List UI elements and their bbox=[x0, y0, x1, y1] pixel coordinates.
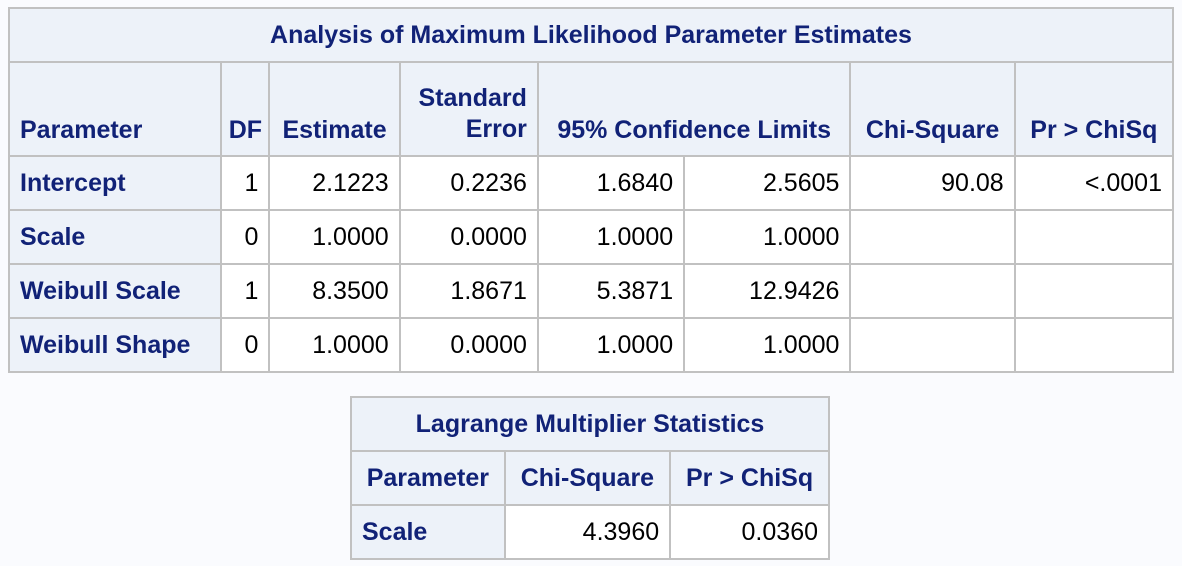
header-confidence-limits: 95% Confidence Limits bbox=[536, 61, 852, 157]
row-parameter-label: Weibull Scale bbox=[7, 263, 223, 319]
cell-estimate: 8.3500 bbox=[268, 263, 401, 319]
lm-cell-chi-square: 4.3960 bbox=[503, 504, 672, 560]
lm-table-title: Lagrange Multiplier Statistics bbox=[350, 396, 830, 452]
cell-df: 1 bbox=[220, 155, 271, 211]
cell-lower-limit: 1.6840 bbox=[536, 155, 686, 211]
table-row: Weibull Scale 1 8.3500 1.8671 5.3871 12.… bbox=[7, 263, 1175, 319]
lm-header-pr-chisq: Pr > ChiSq bbox=[669, 450, 830, 506]
table-row: Scale 4.3960 0.0360 bbox=[350, 504, 830, 560]
cell-chi-square bbox=[849, 263, 1016, 319]
header-standard-error-line2: Error bbox=[465, 115, 527, 143]
table-row: Weibull Shape 0 1.0000 0.0000 1.0000 1.0… bbox=[7, 317, 1175, 373]
cell-upper-limit: 1.0000 bbox=[683, 317, 852, 373]
mle-parameter-estimates-table: Analysis of Maximum Likelihood Parameter… bbox=[7, 7, 1175, 373]
cell-estimate: 2.1223 bbox=[268, 155, 401, 211]
header-parameter: Parameter bbox=[7, 61, 223, 157]
cell-lower-limit: 1.0000 bbox=[536, 209, 686, 265]
header-estimate: Estimate bbox=[268, 61, 401, 157]
cell-pr-chisq: <.0001 bbox=[1013, 155, 1175, 211]
cell-std-error: 0.2236 bbox=[398, 155, 539, 211]
header-df: DF bbox=[220, 61, 271, 157]
cell-std-error: 0.0000 bbox=[398, 209, 539, 265]
cell-df: 0 bbox=[220, 209, 271, 265]
cell-df: 0 bbox=[220, 317, 271, 373]
header-standard-error: Standard Error bbox=[398, 61, 539, 157]
cell-estimate: 1.0000 bbox=[268, 209, 401, 265]
cell-estimate: 1.0000 bbox=[268, 317, 401, 373]
row-parameter-label: Weibull Shape bbox=[7, 317, 223, 373]
cell-chi-square bbox=[849, 317, 1016, 373]
cell-df: 1 bbox=[220, 263, 271, 319]
cell-std-error: 0.0000 bbox=[398, 317, 539, 373]
row-parameter-label: Intercept bbox=[7, 155, 223, 211]
lm-cell-pr-chisq: 0.0360 bbox=[669, 504, 830, 560]
cell-lower-limit: 1.0000 bbox=[536, 317, 686, 373]
header-pr-chisq: Pr > ChiSq bbox=[1013, 61, 1175, 157]
cell-chi-square bbox=[849, 209, 1016, 265]
cell-pr-chisq bbox=[1013, 209, 1175, 265]
cell-lower-limit: 5.3871 bbox=[536, 263, 686, 319]
row-parameter-label: Scale bbox=[7, 209, 223, 265]
table-row: Scale 0 1.0000 0.0000 1.0000 1.0000 bbox=[7, 209, 1175, 265]
lm-row-parameter-label: Scale bbox=[350, 504, 506, 560]
cell-pr-chisq bbox=[1013, 263, 1175, 319]
lagrange-multiplier-table: Lagrange Multiplier Statistics Parameter… bbox=[350, 396, 830, 560]
cell-upper-limit: 1.0000 bbox=[683, 209, 852, 265]
mle-table-title: Analysis of Maximum Likelihood Parameter… bbox=[8, 7, 1174, 63]
header-chi-square: Chi-Square bbox=[849, 61, 1016, 157]
cell-upper-limit: 12.9426 bbox=[683, 263, 852, 319]
lm-header-parameter: Parameter bbox=[350, 450, 506, 506]
cell-std-error: 1.8671 bbox=[398, 263, 539, 319]
header-standard-error-line1: Standard bbox=[418, 84, 527, 112]
cell-chi-square: 90.08 bbox=[849, 155, 1016, 211]
cell-upper-limit: 2.5605 bbox=[683, 155, 852, 211]
cell-pr-chisq bbox=[1013, 317, 1175, 373]
table-row: Intercept 1 2.1223 0.2236 1.6840 2.5605 … bbox=[7, 155, 1175, 211]
lm-header-chi-square: Chi-Square bbox=[503, 450, 672, 506]
